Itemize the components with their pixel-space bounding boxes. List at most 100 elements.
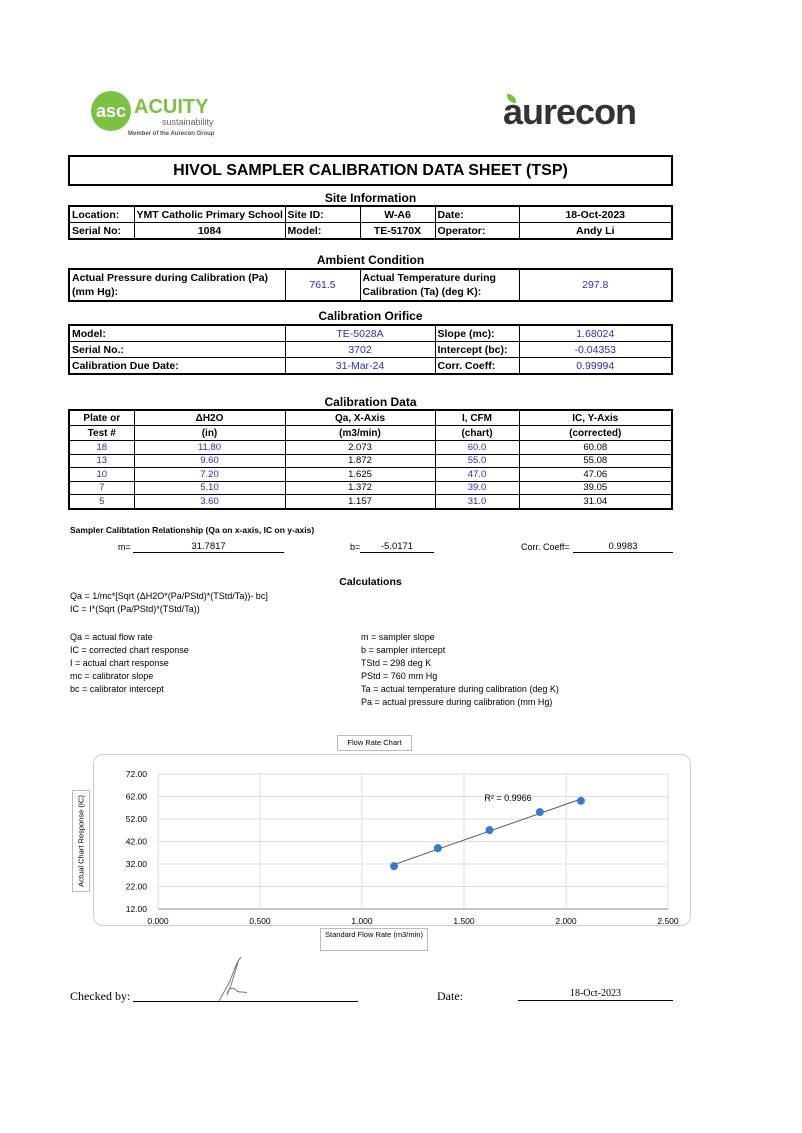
data-point (390, 862, 399, 871)
data-point (433, 844, 442, 853)
location-label: Location: (68, 205, 135, 223)
orifice-heading: Calibration Orifice (318, 309, 423, 323)
acuity-name: ACUITY (134, 96, 209, 118)
b-value: -5.0171 (360, 541, 434, 553)
data-point (576, 796, 585, 805)
cell-qa: 1.625 (284, 467, 436, 482)
x-tick-label: 1.000 (351, 916, 373, 926)
site-id-value: W-A6 (359, 205, 436, 223)
definitions-left: Qa = actual flow rate IC = corrected char… (70, 631, 189, 696)
definition-item: m = sampler slope (361, 632, 435, 642)
y-tick-label: 12.00 (126, 904, 148, 914)
header-ic: (corrected) (518, 425, 673, 441)
y-axis-label-box: Actual Chart Response (IC) (72, 790, 90, 892)
x-tick-label: 0.000 (147, 916, 169, 926)
cell-ic: 55.08 (518, 453, 673, 468)
table-row: 10 7.20 1.625 47.0 47.06 (68, 467, 673, 482)
table-row: 13 9.60 1.872 55.0 55.08 (68, 453, 673, 468)
y-tick-label: 72.00 (126, 769, 148, 779)
cell-ic: 47.06 (518, 467, 673, 482)
data-point (535, 808, 544, 817)
cell-ic: 31.04 (518, 494, 673, 509)
acuity-sub: sustainability (162, 117, 214, 127)
site-info-table: Location: YMT Catholic Primary School Site… (68, 205, 673, 240)
signoff-date-label: Date: (437, 989, 463, 1003)
acuity-member: Member of the Aurecon Group (128, 131, 215, 137)
checked-by-line (133, 1001, 358, 1002)
m-label: m= (118, 542, 131, 552)
cell-i-cfm: 31.0 (434, 494, 520, 509)
operator-value: Andy Li (518, 222, 673, 240)
ambient-heading: Ambient Condition (316, 253, 425, 267)
site-info-heading: Site Information (324, 191, 417, 205)
definition-item: b = sampler intercept (361, 645, 446, 655)
x-tick-label: 1.500 (453, 916, 475, 926)
definition-item: mc = calibrator slope (70, 671, 154, 681)
cell-dh2o: 7.20 (133, 467, 286, 482)
cell-plate: 5 (68, 494, 135, 509)
orifice-model-label: Model: (68, 324, 286, 342)
y-tick-label: 42.00 (126, 837, 148, 847)
orifice-table: Model: TE-5028A Slope (mc): 1.68024 Serial … (68, 324, 673, 375)
y-tick-label: 62.00 (126, 792, 148, 802)
serial-value: 1084 (133, 222, 286, 240)
serial-label: Serial No: (68, 222, 135, 240)
calibration-table: Plate or ΔH2O Qa, X-Axis I, CFM IC, Y-Axis Te… (68, 409, 673, 510)
cell-ic: 60.08 (518, 440, 673, 455)
cell-plate: 13 (68, 453, 135, 468)
site-id-label: Site ID: (284, 205, 361, 223)
y-axis-label: Actual Chart Response (IC) (76, 795, 86, 887)
formula-qa: Qa = 1/mc*[Sqrt (ΔH2O*(Pa/PStd)*(TStd/Ta… (70, 591, 268, 601)
definition-item: Qa = actual flow rate (70, 632, 153, 642)
definition-item: PStd = 760 mm Hg (361, 671, 438, 681)
signature (218, 956, 248, 1002)
intercept-value: -0.04353 (518, 341, 673, 358)
cell-dh2o: 9.60 (133, 453, 286, 468)
header-qa: (m3/min) (284, 425, 436, 441)
x-tick-label: 2.500 (657, 916, 679, 926)
model-label: Model: (284, 222, 361, 240)
formula-ic: IC = I*(Sqrt (Pa/PStd)*(TStd/Ta)) (70, 604, 200, 614)
definition-item: I = actual chart response (70, 658, 169, 668)
data-point (485, 826, 494, 835)
checked-by-label: Checked by: (70, 989, 131, 1003)
temperature-label: Actual Temperature during Calibration (T… (359, 268, 520, 302)
cell-plate: 10 (68, 467, 135, 482)
chart-title: Flow Rate Chart (337, 735, 412, 751)
chart-area (93, 754, 691, 926)
pressure-value: 761.5 (284, 268, 361, 302)
model-value: TE-5170X (359, 222, 436, 240)
definitions-right: m = sampler slope b = sampler intercept TS… (361, 631, 559, 709)
y-tick-label: 32.00 (126, 859, 148, 869)
b-label: b= (350, 542, 361, 552)
operator-label: Operator: (434, 222, 520, 240)
header-dh2o: (in) (133, 425, 286, 441)
definition-item: bc = calibrator intercept (70, 684, 164, 694)
m-value: 31.7817 (133, 541, 284, 553)
corr-coeff-label: Corr. Coeff: (434, 357, 520, 375)
x-tick-label: 2.000 (555, 916, 577, 926)
temperature-value: 297.8 (518, 268, 673, 302)
svg-text:asc: asc (96, 101, 126, 121)
table-row: 18 11.80 2.073 60.0 60.08 (68, 440, 673, 455)
acuity-circle-icon: asc (91, 91, 131, 131)
ambient-table: Actual Pressure during Calibration (Pa) … (68, 268, 673, 302)
y-tick-label: 22.00 (126, 882, 148, 892)
definition-item: IC = corrected chart response (70, 645, 189, 655)
definition-item: Ta = actual temperature during calibrati… (361, 684, 559, 694)
calculations-heading: Calculations (339, 576, 402, 588)
signoff-date-value: 18-Oct-2023 (518, 988, 673, 1001)
orifice-serial-value: 3702 (284, 341, 436, 358)
y-tick-label: 52.00 (126, 814, 148, 824)
relationship-heading: Sampler Calibtation Relationship (Qa on … (70, 525, 315, 535)
corr-label: Corr. Coeff= (521, 542, 570, 552)
x-tick-label: 0.500 (249, 916, 271, 926)
page-title: HIVOL SAMPLER CALIBRATION DATA SHEET (TS… (68, 155, 673, 186)
acuity-logo: asc ACUITY sustainability Member of the … (90, 90, 230, 140)
corr-coeff-value: 0.99994 (518, 357, 673, 375)
x-axis-label: Standard Flow Rate (m3/min) (320, 928, 428, 951)
intercept-label: Intercept (bc): (434, 341, 520, 358)
cell-i-cfm: 55.0 (434, 453, 520, 468)
